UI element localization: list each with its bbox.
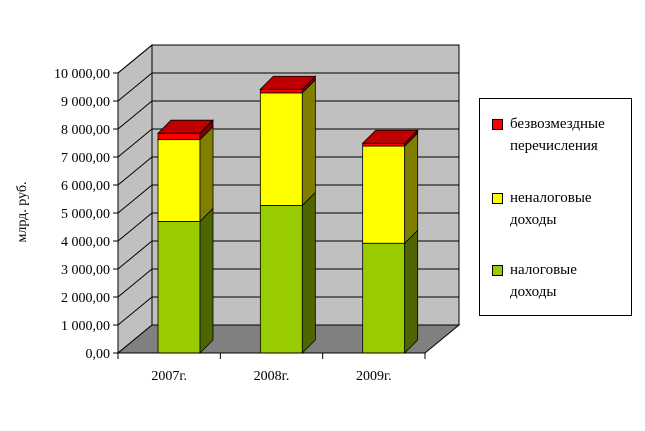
bar-segment-side — [404, 229, 419, 354]
gridline — [117, 72, 459, 102]
gridline — [117, 240, 459, 270]
y-tick-label: 8 000,00 — [61, 123, 110, 138]
legend: безвозмездные перечисления неналоговые д… — [479, 98, 632, 316]
y-tick-label: 0,00 — [86, 347, 111, 362]
gridline — [117, 44, 459, 74]
legend-label-tax: налоговые доходы — [510, 262, 577, 300]
y-axis-ticks: 0,00 1 000,00 2 000,00 3 000,00 4 000,00 5 00… — [54, 67, 119, 362]
bar-segment-front — [157, 132, 201, 141]
bar-segment-top — [157, 119, 214, 134]
y-tick-label: 7 000,00 — [61, 151, 110, 166]
bars — [157, 75, 419, 354]
bar-stack — [157, 119, 214, 354]
bar-segment-front — [362, 142, 406, 147]
y-tick-label: 1 000,00 — [61, 319, 110, 334]
bar-segment-front — [259, 92, 303, 206]
y-tick-label: 9 000,00 — [61, 95, 110, 110]
bar-segment-front — [259, 205, 303, 354]
gridline — [117, 128, 459, 158]
bar-segment-front — [362, 242, 406, 354]
bar-segment-side — [301, 191, 316, 354]
y-tick-label: 6 000,00 — [61, 179, 110, 194]
legend-swatch-nontax — [492, 193, 503, 204]
bar-segment-side — [404, 132, 419, 245]
legend-label-transfers: безвозмездные перечисления — [510, 116, 605, 154]
x-tick-label: 2009г. — [356, 369, 392, 384]
y-tick-label: 2 000,00 — [61, 291, 110, 306]
y-tick-label: 3 000,00 — [61, 263, 110, 278]
legend-label-nontax: неналоговые доходы — [510, 190, 592, 228]
x-axis: 2007г. 2008г. 2009г. — [117, 352, 426, 384]
y-tick-label: 5 000,00 — [61, 207, 110, 222]
x-tick-label: 2008г. — [254, 369, 290, 384]
bar-segment-top — [361, 129, 419, 144]
bar-stack — [259, 75, 317, 354]
gridline — [117, 212, 459, 242]
x-tick-label: 2007г. — [151, 369, 187, 384]
bar-segment-front — [259, 88, 303, 94]
bar-segment-front — [157, 139, 201, 222]
bar-stack — [361, 129, 419, 354]
bar-segment-side — [301, 78, 316, 207]
bar-segment-side — [199, 207, 214, 354]
gridlines — [117, 44, 459, 326]
y-tick-label: 10 000,00 — [54, 67, 110, 82]
gridline — [117, 100, 459, 130]
legend-swatch-transfers — [492, 119, 503, 130]
legend-swatch-tax — [492, 265, 503, 276]
bar-segment-top — [259, 75, 317, 90]
gridline — [117, 184, 459, 214]
y-axis-label: млрд. руб. — [15, 181, 30, 242]
gridline — [117, 268, 459, 298]
bar-segment-side — [199, 125, 214, 223]
bar-segment-front — [157, 220, 201, 354]
gridline — [117, 296, 459, 326]
gridline — [117, 156, 459, 186]
y-tick-label: 4 000,00 — [61, 235, 110, 250]
bar-segment-front — [362, 145, 406, 244]
